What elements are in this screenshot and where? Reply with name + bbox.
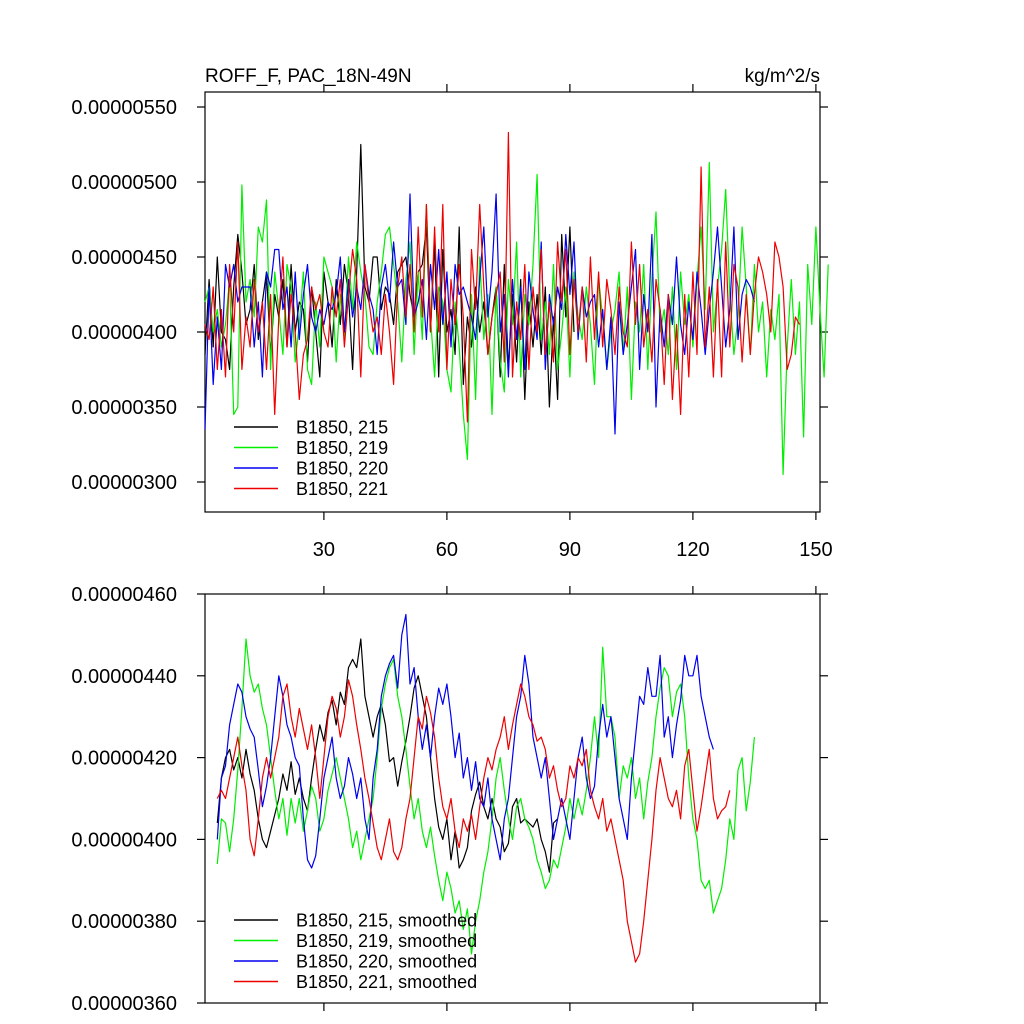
y-tick-label: 0.00000300 xyxy=(71,472,177,494)
y-tick-label: 0.00000360 xyxy=(71,993,177,1015)
y-tick-label: 0.00000440 xyxy=(71,666,177,688)
series-line-1 xyxy=(204,143,575,408)
x-tick-label: 30 xyxy=(313,539,335,561)
legend-label: B1850, 220 xyxy=(296,459,388,479)
legend-label: B1850, 220, smoothed xyxy=(296,952,477,972)
legend-label: B1850, 215, smoothed xyxy=(296,911,477,931)
series-line-1 xyxy=(216,638,559,873)
legend-label: B1850, 215 xyxy=(296,418,388,438)
x-tick-label: 120 xyxy=(676,539,709,561)
series-line-2 xyxy=(204,161,829,476)
y-tick-label: 0.00000460 xyxy=(71,584,177,606)
y-tick-label: 0.00000400 xyxy=(71,322,177,344)
series-line-4 xyxy=(216,679,731,963)
units-label: kg/m^2/s xyxy=(745,66,820,87)
x-tick-label: 150 xyxy=(799,539,832,561)
series-line-4 xyxy=(204,131,801,423)
x-tick-label: 60 xyxy=(436,539,458,561)
chart-title: ROFF_F, PAC_18N-49N xyxy=(205,66,412,87)
y-tick-label: 0.00000380 xyxy=(71,911,177,933)
x-tick-label: 90 xyxy=(559,539,581,561)
series-line-2 xyxy=(216,638,755,955)
y-tick-label: 0.00000420 xyxy=(71,748,177,770)
y-tick-label: 0.00000450 xyxy=(71,247,177,269)
y-tick-label: 0.00000550 xyxy=(71,97,177,119)
plot-frame xyxy=(204,593,821,1004)
legend-label: B1850, 219 xyxy=(296,438,388,458)
series-line-3 xyxy=(204,193,755,435)
series-line-3 xyxy=(216,613,714,869)
legend-label: B1850, 219, smoothed xyxy=(296,931,477,951)
legend-label: B1850, 221, smoothed xyxy=(296,972,477,992)
bottom-panel: 0.00000360 0.00000380 0.00000400 0.00000420… xyxy=(71,584,828,1015)
top-panel: 0.00000300 0.00000350 0.00000400 0.00000450… xyxy=(71,66,832,561)
y-tick-label: 0.00000350 xyxy=(71,397,177,419)
y-tick-label: 0.00000500 xyxy=(71,172,177,194)
legend-label: B1850, 221 xyxy=(296,479,388,499)
y-tick-label: 0.00000400 xyxy=(71,829,177,851)
